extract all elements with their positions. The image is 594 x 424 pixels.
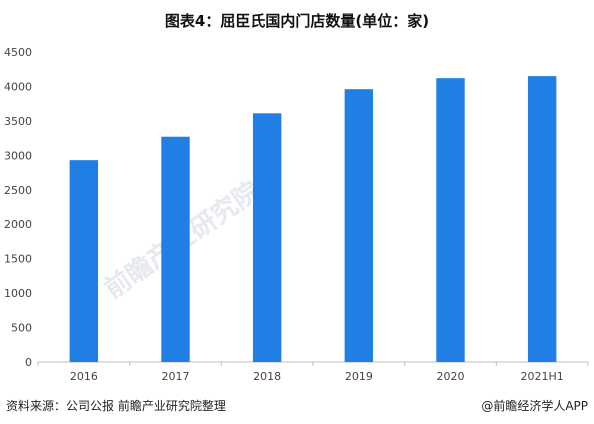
- bar-2016: [69, 160, 99, 362]
- y-tick-label: 0: [25, 356, 32, 369]
- x-tick-label: 2017: [162, 370, 190, 383]
- y-tick-label: 3500: [4, 115, 32, 128]
- bar-2020: [436, 78, 465, 362]
- x-tick-label: 2021H1: [521, 370, 564, 383]
- x-tick-label: 2016: [70, 370, 98, 383]
- x-tick-label: 2020: [437, 370, 465, 383]
- y-tick-label: 3000: [4, 149, 32, 162]
- y-tick-label: 2000: [4, 218, 32, 231]
- y-tick-label: 4500: [4, 46, 32, 59]
- bar-2021H1: [527, 76, 557, 362]
- bar-2019: [344, 89, 374, 362]
- source-note: 资料来源：公司公报 前瞻产业研究院整理: [6, 399, 226, 413]
- y-tick-label: 4000: [4, 80, 32, 93]
- bar-2018: [252, 113, 282, 362]
- y-tick-label: 500: [11, 322, 32, 335]
- x-tick-label: 2018: [253, 370, 281, 383]
- brand-label: @前瞻经济学人APP: [481, 399, 588, 413]
- bar-2017: [161, 136, 190, 362]
- y-tick-label: 1000: [4, 287, 32, 300]
- y-tick-label: 1500: [4, 253, 32, 266]
- chart-title: 图表4：屈臣氏国内门店数量(单位：家): [164, 12, 430, 30]
- y-tick-label: 2500: [4, 184, 32, 197]
- x-tick-label: 2019: [345, 370, 373, 383]
